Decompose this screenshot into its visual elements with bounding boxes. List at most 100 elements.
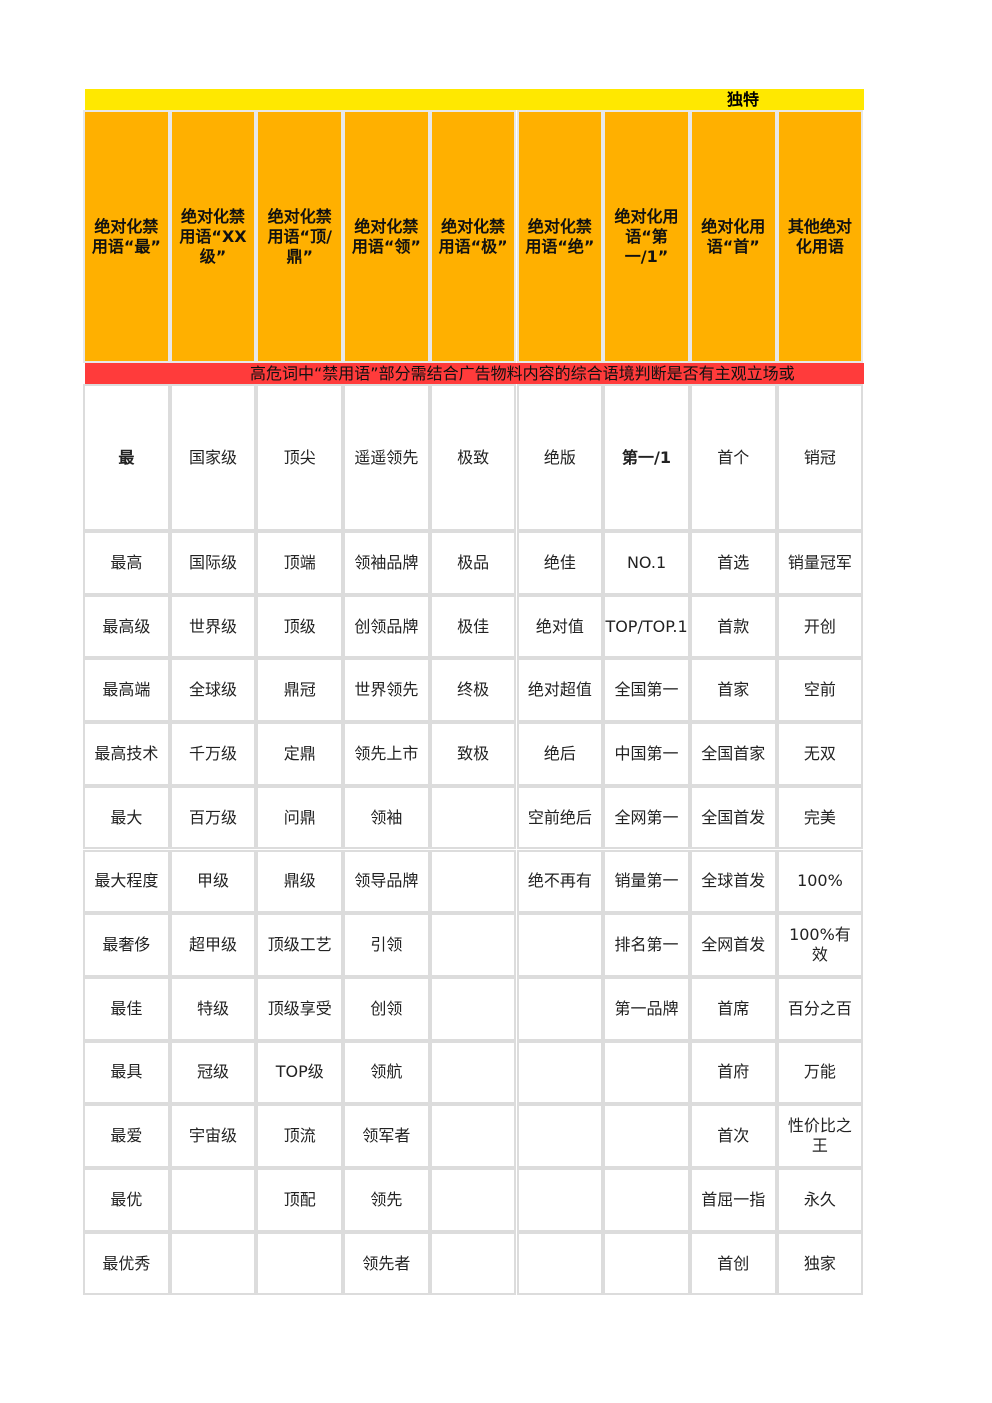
header-cell: 绝对化用语“第一/1” [603,110,690,363]
table-cell [516,913,604,977]
table-cell: 最高 [83,531,170,595]
table-cell [516,1168,604,1232]
table-cell: 顶端 [256,531,344,595]
table-cell: NO.1 [603,531,690,595]
table-cell: 领军者 [343,1104,430,1168]
table-cell: 领先上市 [343,722,430,786]
table-cell: 领航 [343,1040,430,1105]
table-cell [429,1104,517,1168]
table-cell [429,785,517,850]
table-cell: 独家 [776,1231,864,1296]
table-cell: 致极 [429,722,517,786]
table-cell: 无双 [776,722,864,786]
table-cell [516,1040,604,1105]
table-cell: 最具 [83,1040,170,1105]
table-cell [429,976,517,1041]
table-cell: 绝佳 [516,531,604,595]
table-cell: 问鼎 [256,785,344,850]
header-cell: 绝对化用语“首” [689,110,777,363]
header-cell: 绝对化禁用语“绝” [516,110,604,363]
table-cell: 绝后 [516,722,604,786]
table-cell: 世界级 [169,594,257,659]
table-cell: 极致 [429,384,517,531]
table-cell [169,1231,257,1296]
table-cell: 百万级 [169,785,257,850]
table-cell: 最高端 [83,658,170,723]
table-cell [516,1104,604,1168]
table-cell: 空前绝后 [516,785,604,850]
table-cell: 极品 [429,531,517,595]
table-cell: 排名第一 [603,913,690,977]
table-cell: TOP/TOP.1 [603,594,690,659]
table-cell [429,1040,517,1105]
table-cell: 全网第一 [603,785,690,850]
table-cell: 顶流 [256,1104,344,1168]
table-cell: 国际级 [169,531,257,595]
table-cell: 宇宙级 [169,1104,257,1168]
table-cell: 最优秀 [83,1231,170,1296]
table-cell: 定鼎 [256,722,344,786]
table-cell: 领袖品牌 [343,531,430,595]
table-cell: 特级 [169,976,257,1041]
table-cell [429,1231,517,1296]
table-cell [603,1104,690,1168]
header-cell: 绝对化禁用语“顶/鼎” [256,110,344,363]
table-cell: 顶级享受 [256,976,344,1041]
table-cell: 性价比之王 [776,1104,864,1168]
table-cell: 创领 [343,976,430,1041]
table-cell: 首屈一指 [689,1168,777,1232]
table-cell: 全国首发 [689,785,777,850]
title-bar: 独特 [85,89,864,110]
table-cell: 最大程度 [83,849,170,914]
table-cell [603,1231,690,1296]
table-cell: 万能 [776,1040,864,1105]
table-cell [169,1168,257,1232]
title: 独特 [727,90,760,109]
table-cell: 领袖 [343,785,430,850]
table-cell: 世界领先 [343,658,430,723]
notice-bar: 高危词中“禁用语”部分需结合广告物料内容的综合语境判断是否有主观立场或 [85,363,864,384]
table-cell: 鼎级 [256,849,344,914]
table-cell: 超甲级 [169,913,257,977]
table-cell: 永久 [776,1168,864,1232]
table-cell: 最高级 [83,594,170,659]
header-cell: 绝对化禁用语“XX级” [169,110,257,363]
table-cell: 销量冠军 [776,531,864,595]
table-cell: 首款 [689,594,777,659]
table-cell: 首府 [689,1040,777,1105]
table-cell: 极佳 [429,594,517,659]
table-cell: 遥遥领先 [343,384,430,531]
table-cell: TOP级 [256,1040,344,1105]
table-cell: 空前 [776,658,864,723]
table-cell: 首选 [689,531,777,595]
table-cell: 全网首发 [689,913,777,977]
header-cell: 绝对化禁用语“领” [343,110,430,363]
table-cell: 首次 [689,1104,777,1168]
header-cell: 绝对化禁用语“最” [83,110,170,363]
table-cell [603,1040,690,1105]
table-cell [516,1231,604,1296]
table-cell: 创领品牌 [343,594,430,659]
table-cell: 绝不再有 [516,849,604,914]
table-cell: 百分之百 [776,976,864,1041]
table-cell: 首个 [689,384,777,531]
table-cell: 销冠 [776,384,864,531]
table-cell: 全国首家 [689,722,777,786]
table-cell: 100%有效 [776,913,864,977]
table-cell: 顶配 [256,1168,344,1232]
table-cell [429,849,517,914]
table-cell: 鼎冠 [256,658,344,723]
table-cell: 领先 [343,1168,430,1232]
table-cell: 100% [776,849,864,914]
table-cell: 中国第一 [603,722,690,786]
table-cell: 绝对超值 [516,658,604,723]
table-cell: 绝版 [516,384,604,531]
notice: 高危词中“禁用语”部分需结合广告物料内容的综合语境判断是否有主观立场或 [250,364,795,383]
table-cell: 最优 [83,1168,170,1232]
table-cell: 冠级 [169,1040,257,1105]
table-cell: 最 [83,384,170,531]
table-cell: 首创 [689,1231,777,1296]
table-cell: 第一/1 [603,384,690,531]
table-cell: 销量第一 [603,849,690,914]
